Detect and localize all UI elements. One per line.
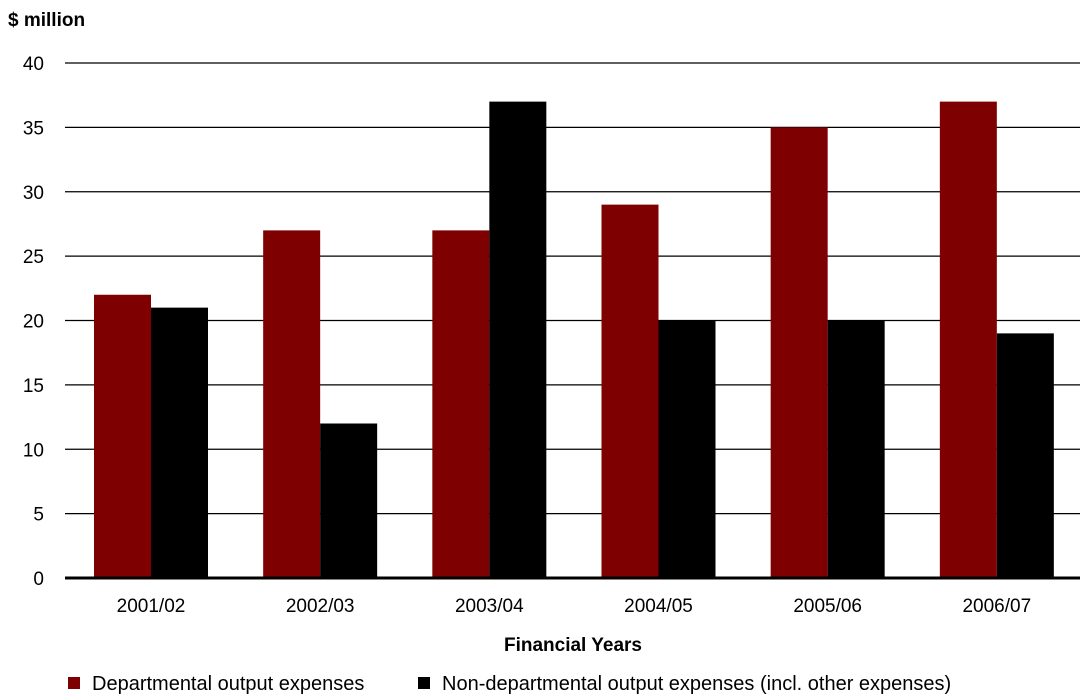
- x-tick-label: 2006/07: [962, 596, 1031, 617]
- bar-departmental-2003-04: [432, 230, 490, 578]
- x-axis-label: Financial Years: [504, 635, 642, 656]
- y-tick-label: 10: [23, 440, 44, 461]
- x-tick-label: 2005/06: [793, 596, 862, 617]
- bar-non-departmental-2003-04: [489, 101, 547, 578]
- y-tick-label: 5: [33, 505, 44, 526]
- legend-entry: Non-departmental output expenses (incl. …: [442, 673, 951, 695]
- bar-non-departmental-2006-07: [996, 333, 1054, 578]
- y-axis-label: $ million: [8, 10, 85, 31]
- y-tick-label: 25: [23, 247, 44, 268]
- bar-non-departmental-2002-03: [320, 423, 378, 578]
- x-tick-label: 2004/05: [624, 596, 693, 617]
- bar-departmental-2005-06: [770, 127, 828, 578]
- gridlines: [65, 62, 1080, 515]
- y-tick-label: 15: [23, 376, 44, 397]
- y-tick-label: 35: [23, 118, 44, 139]
- bar-non-departmental-2001-02: [151, 307, 208, 578]
- y-tick-label: 0: [33, 569, 44, 590]
- bars: [65, 101, 1080, 580]
- y-tick-labels: 0 5 10 15 20 25 30 35 40: [23, 54, 44, 590]
- legend-entry: Departmental output expenses: [92, 673, 364, 695]
- legend-swatch: [68, 677, 80, 689]
- bar-departmental-2004-05: [601, 204, 659, 578]
- bar-non-departmental-2005-06: [827, 320, 885, 578]
- x-tick-label: 2002/03: [286, 596, 355, 617]
- y-tick-label: 40: [23, 54, 44, 75]
- bar-departmental-2006-07: [939, 101, 997, 578]
- legend-swatch: [418, 677, 430, 689]
- x-tick-labels: 2001/02 2002/03 2003/04 2004/05 2005/06 2006/…: [117, 596, 1032, 617]
- y-tick-label: 20: [23, 312, 44, 333]
- x-tick-label: 2003/04: [455, 596, 524, 617]
- y-tick-label: 30: [23, 183, 44, 204]
- legend: Departmental output expenses Non-departme…: [68, 673, 951, 695]
- x-tick-label: 2001/02: [117, 596, 186, 617]
- bar-non-departmental-2004-05: [658, 320, 716, 578]
- bar-departmental-2002-03: [263, 230, 321, 578]
- bar-departmental-2001-02: [94, 294, 151, 578]
